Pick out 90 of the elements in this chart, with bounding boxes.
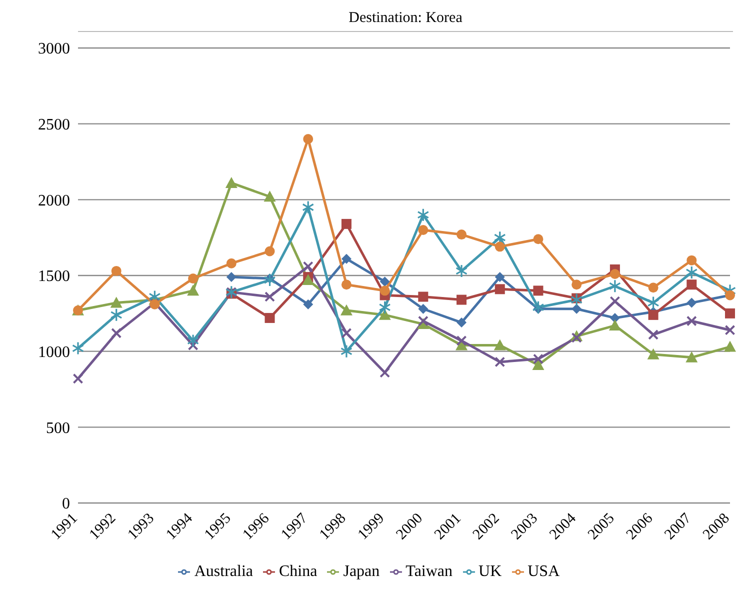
y-tick-label: 2000 xyxy=(38,192,70,210)
point xyxy=(225,176,238,188)
point xyxy=(418,225,428,235)
point xyxy=(379,301,390,314)
point xyxy=(725,308,735,318)
chart-title: Destination: Korea xyxy=(78,8,733,32)
legend-label: China xyxy=(279,563,318,580)
point xyxy=(494,357,505,367)
y-tick-label: 1000 xyxy=(38,344,70,362)
point xyxy=(340,304,352,316)
legend-label: Japan xyxy=(343,563,380,580)
point xyxy=(648,282,658,293)
legend-label: UK xyxy=(478,563,502,580)
point xyxy=(648,330,658,340)
point xyxy=(686,255,697,266)
point xyxy=(110,308,122,321)
point xyxy=(456,318,467,328)
point xyxy=(188,274,198,284)
point xyxy=(418,304,428,314)
point xyxy=(648,296,659,309)
legend-label: Australia xyxy=(194,563,253,580)
point xyxy=(610,296,620,306)
y-tick-label: 3000 xyxy=(38,40,70,58)
point xyxy=(724,340,736,352)
point xyxy=(264,190,276,202)
point xyxy=(226,272,236,282)
point xyxy=(494,284,505,294)
point xyxy=(341,280,352,290)
point xyxy=(303,134,314,144)
point xyxy=(380,368,390,378)
point xyxy=(494,339,506,350)
legend-label: USA xyxy=(528,563,560,580)
point xyxy=(111,328,122,338)
point xyxy=(342,328,352,338)
y-tick-label: 1500 xyxy=(38,268,70,286)
point xyxy=(418,208,429,221)
point xyxy=(378,308,391,320)
point xyxy=(494,242,505,252)
point xyxy=(110,296,122,308)
point xyxy=(572,304,582,314)
point xyxy=(532,301,544,314)
point xyxy=(456,230,467,240)
point xyxy=(418,292,428,302)
legend-label: Taiwan xyxy=(406,563,453,580)
point xyxy=(572,280,582,290)
point xyxy=(303,299,314,310)
point xyxy=(608,320,621,331)
point xyxy=(648,310,658,320)
point xyxy=(533,354,544,364)
point xyxy=(187,284,200,296)
point xyxy=(686,316,697,326)
point xyxy=(533,286,544,296)
point xyxy=(610,312,620,323)
point xyxy=(494,272,505,282)
point xyxy=(570,294,582,306)
point xyxy=(418,316,428,326)
point xyxy=(456,264,468,277)
point xyxy=(686,351,698,362)
point xyxy=(302,201,314,214)
point xyxy=(532,358,544,370)
point xyxy=(264,274,276,286)
point xyxy=(226,258,236,268)
point xyxy=(533,234,544,244)
point xyxy=(686,280,697,290)
point xyxy=(72,342,84,354)
point xyxy=(380,276,390,287)
y-tick-label: 2500 xyxy=(38,116,70,134)
point xyxy=(456,294,467,305)
point xyxy=(303,261,314,272)
point xyxy=(264,246,275,256)
point xyxy=(456,336,466,346)
point xyxy=(380,286,390,296)
point xyxy=(264,312,275,323)
point xyxy=(73,374,83,384)
point xyxy=(341,254,352,264)
y-tick-label: 0 xyxy=(62,496,70,513)
point xyxy=(572,332,582,343)
point xyxy=(302,274,314,286)
point xyxy=(610,268,620,279)
point xyxy=(725,325,735,336)
point xyxy=(647,348,660,360)
point xyxy=(340,345,352,358)
point xyxy=(609,280,621,292)
point xyxy=(686,266,698,278)
y-tick-label: 500 xyxy=(46,420,70,437)
point xyxy=(187,334,199,347)
point xyxy=(341,218,352,229)
point xyxy=(686,298,697,308)
x-tick-label: 1991 xyxy=(48,510,81,544)
point xyxy=(111,266,122,276)
